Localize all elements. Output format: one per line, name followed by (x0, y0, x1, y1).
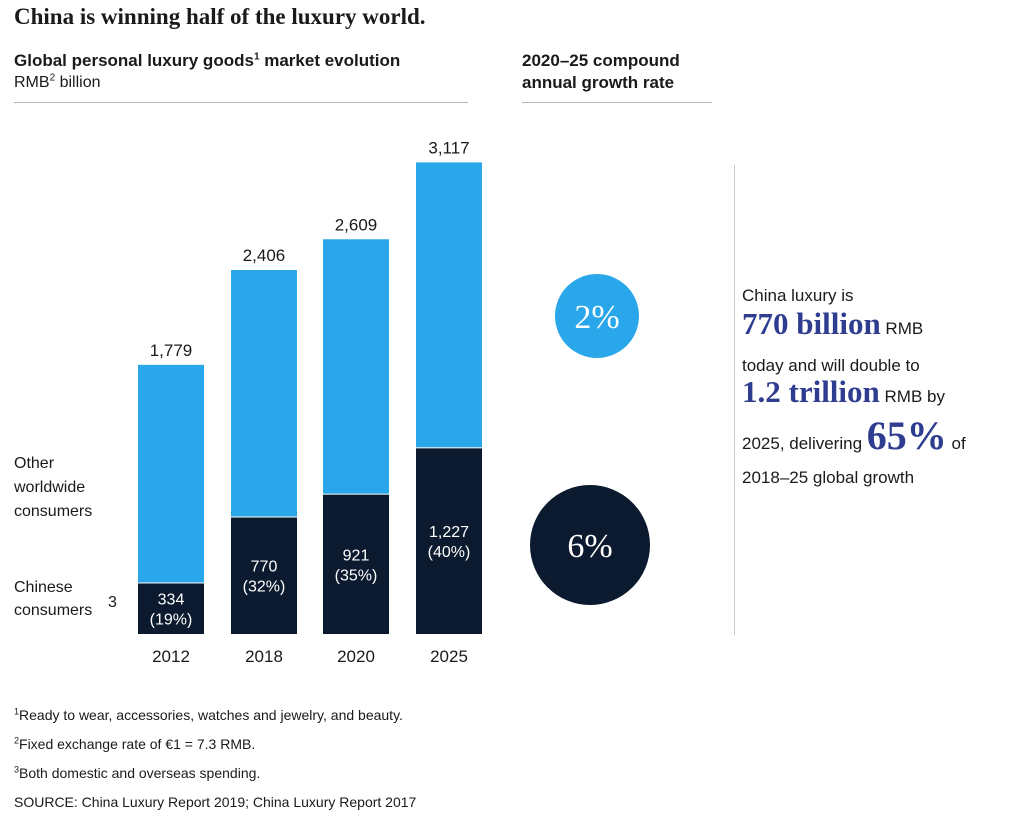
value-label-2020: 921 (343, 547, 370, 564)
footnote-3-marker: 3 (14, 764, 20, 775)
footnote-2: 2Fixed exchange rate of €1 = 7.3 RMB. (14, 735, 416, 764)
footnote-1-text: Ready to wear, accessories, watches and … (19, 707, 403, 723)
unit-rest: billion (55, 74, 101, 91)
callout-line-6: 2018–25 global growth (742, 468, 915, 487)
bar-other-2025 (416, 162, 482, 448)
cagr-circle-chinese (530, 485, 650, 605)
chart-unit: RMB2 billion (14, 72, 468, 94)
footnote-1: 1Ready to wear, accessories, watches and… (14, 706, 416, 735)
callout-text-of: of (946, 434, 966, 453)
callout-text-delivering: 2025, delivering (742, 434, 867, 453)
value-label-2012: 334 (158, 592, 185, 609)
total-label-2018: 2,406 (243, 246, 286, 265)
callout-text: China luxury is 770 billion RMB today an… (742, 284, 1017, 492)
divider (734, 165, 735, 635)
total-label-2025: 3,117 (428, 138, 469, 157)
bar-chinese-2025 (416, 448, 482, 634)
bar-chinese-2018 (231, 517, 297, 634)
total-label-2012: 1,779 (150, 341, 193, 360)
share-label-2025: (40%) (428, 544, 471, 561)
legend-chinese-line-2: consumers (14, 602, 92, 619)
callout-highlight-1-2: 1.2 trillion (742, 374, 880, 409)
legend-other-line-1: Other (14, 455, 55, 472)
callout-text-rmb-by: RMB by (879, 387, 945, 406)
unit-main: RMB (14, 74, 50, 91)
bar-chinese-2012 (138, 583, 204, 634)
callout-line-4: 1.2 trillion RMB by (742, 376, 1017, 424)
callout-highlight-65: 65% (866, 413, 947, 458)
x-tick-2012: 2012 (152, 647, 190, 666)
chart-header: Global personal luxury goods1 market evo… (14, 50, 468, 103)
footnotes: 1Ready to wear, accessories, watches and… (14, 706, 416, 822)
bar-other-2020 (323, 239, 389, 494)
value-label-2018: 770 (251, 559, 278, 576)
cagr-header: 2020–25 compound annual growth rate (522, 50, 712, 103)
footnote-3-text: Both domestic and overseas spending. (19, 765, 261, 781)
stacked-bar-chart: 1,779 334 (19%) 2012 2,406 770 (32%) 2018 2,609 9… (13, 138, 650, 666)
footnote-ref-2: 2 (49, 72, 56, 84)
share-label-2018: (32%) (243, 579, 286, 596)
legend-other-line-3: consumers (14, 503, 92, 520)
chart-title-rest: market evolution (259, 51, 401, 70)
legend-chinese-sup: 3 (108, 594, 117, 611)
cagr-value-chinese: 6% (567, 528, 612, 565)
bar-chinese-2020 (323, 494, 389, 634)
footnote-2-text: Fixed exchange rate of €1 = 7.3 RMB. (19, 736, 256, 752)
callout-line-5: 2025, delivering 65% of (742, 416, 1017, 466)
total-label-2020: 2,609 (335, 215, 378, 234)
value-label-2025: 1,227 (429, 524, 469, 541)
chart-title: Global personal luxury goods1 market evo… (14, 50, 468, 72)
legend-chinese-line-1: Chinese (14, 579, 73, 596)
chart-title-text: Global personal luxury goods (14, 51, 254, 70)
callout-text-rmb: RMB (880, 319, 924, 338)
share-label-2020: (35%) (335, 567, 378, 584)
footnote-1-marker: 1 (14, 706, 20, 717)
page-title: China is winning half of the luxury worl… (14, 4, 426, 29)
callout-highlight-770: 770 billion (742, 306, 881, 341)
bar-other-2018 (231, 269, 297, 517)
callout-line-2: 770 billion RMB (742, 308, 1017, 354)
footnote-3: 3Both domestic and overseas spending. (14, 764, 416, 793)
callout-line-1: China luxury is (742, 286, 854, 305)
cagr-value-other: 2% (574, 299, 619, 336)
x-tick-2018: 2018 (245, 647, 283, 666)
cagr-circle-other (555, 274, 639, 358)
callout-line-3: today and will double to (742, 356, 920, 375)
share-label-2012: (19%) (150, 612, 193, 629)
legend-other-line-2: worldwide (13, 479, 85, 496)
footnote-ref-1: 1 (253, 51, 260, 63)
x-tick-2020: 2020 (337, 647, 375, 666)
footnote-2-marker: 2 (14, 735, 20, 746)
source-note: SOURCE: China Luxury Report 2019; China … (14, 794, 417, 810)
x-tick-2025: 2025 (430, 647, 468, 666)
bar-other-2012 (138, 364, 204, 583)
